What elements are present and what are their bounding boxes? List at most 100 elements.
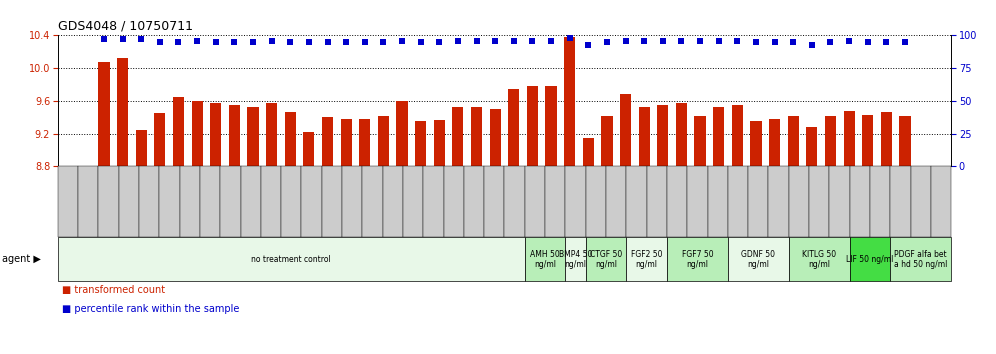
Bar — [602, 116, 613, 354]
Bar — [620, 95, 631, 354]
Bar — [657, 105, 668, 354]
Bar — [341, 119, 352, 354]
Bar — [508, 88, 519, 354]
Bar — [285, 112, 296, 354]
Point — [375, 39, 391, 45]
Bar — [415, 121, 426, 354]
Bar — [396, 101, 407, 354]
Point — [450, 38, 466, 44]
Bar — [210, 103, 221, 354]
Point — [468, 38, 484, 44]
Bar — [564, 37, 576, 354]
Point — [133, 36, 149, 42]
Point — [543, 38, 559, 44]
Bar — [546, 86, 557, 354]
Point — [226, 39, 242, 45]
Bar — [899, 116, 910, 354]
Bar — [135, 130, 146, 354]
Point — [339, 39, 355, 45]
Bar — [825, 116, 836, 354]
Bar — [247, 107, 259, 354]
Point — [711, 38, 727, 44]
Point — [282, 39, 298, 45]
Bar — [99, 62, 110, 354]
Text: KITLG 50
ng/ml: KITLG 50 ng/ml — [802, 250, 837, 269]
Bar — [863, 115, 873, 354]
Bar — [490, 109, 501, 354]
Point — [636, 38, 652, 44]
Point — [412, 39, 428, 45]
Text: LIF 50 ng/ml: LIF 50 ng/ml — [847, 255, 893, 264]
Point — [562, 35, 578, 41]
Point — [673, 38, 689, 44]
Point — [208, 39, 224, 45]
Point — [860, 39, 875, 45]
Point — [878, 39, 894, 45]
Text: PDGF alfa bet
a hd 50 ng/ml: PDGF alfa bet a hd 50 ng/ml — [894, 250, 947, 269]
Text: no treatment control: no treatment control — [251, 255, 331, 264]
Bar — [471, 108, 482, 354]
Point — [506, 38, 522, 44]
Point — [245, 39, 261, 45]
Bar — [880, 112, 892, 354]
Text: AMH 50
ng/ml: AMH 50 ng/ml — [530, 250, 560, 269]
Point — [151, 39, 167, 45]
Point — [804, 42, 820, 47]
Point — [96, 36, 112, 42]
Bar — [583, 138, 594, 354]
Point — [748, 39, 764, 45]
Bar — [229, 105, 240, 354]
Bar — [844, 111, 855, 354]
Bar — [676, 103, 687, 354]
Point — [692, 38, 708, 44]
Bar — [806, 127, 818, 354]
Bar — [452, 107, 463, 354]
Bar — [377, 116, 389, 354]
Text: FGF2 50
ng/ml: FGF2 50 ng/ml — [630, 250, 662, 269]
Bar — [304, 132, 315, 354]
Text: GDNF 50
ng/ml: GDNF 50 ng/ml — [741, 250, 775, 269]
Point — [487, 38, 503, 44]
Bar — [750, 121, 762, 354]
Text: agent ▶: agent ▶ — [2, 254, 41, 264]
Text: ■ transformed count: ■ transformed count — [62, 285, 165, 295]
Bar — [266, 103, 277, 354]
Bar — [173, 97, 184, 354]
Bar — [322, 117, 333, 354]
Point — [525, 38, 541, 44]
Point — [357, 39, 373, 45]
Point — [170, 39, 186, 45]
Bar — [433, 120, 445, 354]
Text: ■ percentile rank within the sample: ■ percentile rank within the sample — [62, 304, 239, 314]
Point — [264, 38, 280, 44]
Text: GDS4048 / 10750711: GDS4048 / 10750711 — [58, 20, 193, 33]
Bar — [694, 116, 705, 354]
Point — [431, 39, 447, 45]
Bar — [732, 105, 743, 354]
Bar — [769, 119, 780, 354]
Point — [320, 39, 336, 45]
Bar — [360, 119, 371, 354]
Bar — [527, 86, 538, 354]
Text: BMP4 50
ng/ml: BMP4 50 ng/ml — [559, 250, 593, 269]
Point — [599, 39, 615, 45]
Point — [189, 38, 205, 44]
Point — [654, 38, 670, 44]
Bar — [191, 101, 203, 354]
Point — [842, 38, 858, 44]
Text: CTGF 50
ng/ml: CTGF 50 ng/ml — [590, 250, 622, 269]
Bar — [713, 107, 724, 354]
Point — [581, 42, 597, 47]
Bar — [154, 113, 165, 354]
Point — [618, 38, 633, 44]
Point — [301, 39, 317, 45]
Point — [767, 39, 783, 45]
Bar — [638, 108, 649, 354]
Text: FGF7 50
ng/ml: FGF7 50 ng/ml — [681, 250, 713, 269]
Point — [897, 39, 913, 45]
Point — [823, 39, 839, 45]
Bar — [788, 116, 799, 354]
Bar — [117, 58, 128, 354]
Point — [785, 39, 801, 45]
Point — [729, 38, 745, 44]
